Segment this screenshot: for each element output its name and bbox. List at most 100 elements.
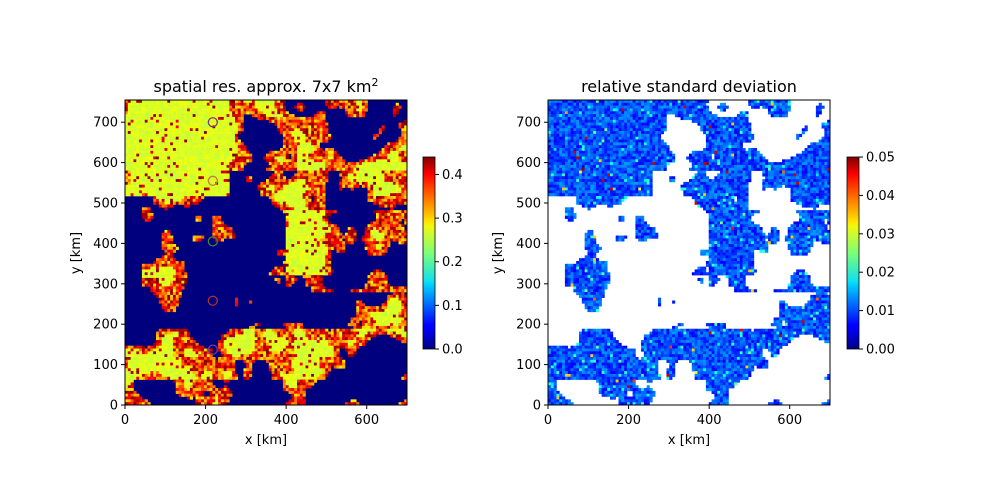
left-heatmap-cell [392,156,397,160]
left-heatmap-cell [175,170,179,174]
left-heatmap-cell [353,323,357,327]
left-heatmap-cell [285,263,289,267]
left-heatmap-cell [212,215,216,219]
left-heatmap-cell [401,136,405,140]
left-heatmap-cell [347,354,351,358]
left-heatmap-cell [285,277,289,282]
left-heatmap-cell [167,125,171,129]
left-heatmap-cell [172,105,177,109]
left-heatmap-cell [209,179,213,183]
left-heatmap-cell [209,159,213,163]
left-heatmap-cell [158,108,162,112]
left-heatmap-cell [181,122,185,126]
left-heatmap-cell [147,125,151,129]
left-heatmap-cell [336,167,340,171]
left-heatmap-cell [342,162,346,166]
left-heatmap-cell [322,359,326,363]
left-heatmap-cell [378,229,382,234]
left-heatmap-cell [172,193,177,197]
left-heatmap-cell [373,173,377,177]
left-heatmap-cell [266,190,270,194]
left-heatmap-cell [325,122,329,126]
left-heatmap-cell [192,342,196,346]
left-heatmap-cell [311,286,315,290]
left-heatmap-cell [282,204,287,208]
left-heatmap-cell [401,187,405,191]
left-heatmap-cell [291,210,295,214]
left-heatmap-cell [234,297,239,301]
left-heatmap-cell [141,345,146,349]
left-heatmap-cell [375,218,380,222]
left-heatmap-cell [319,187,323,191]
left-heatmap-cell [297,323,301,327]
left-heatmap-cell [189,198,193,202]
left-heatmap-cell [319,162,323,166]
left-heatmap-cell [234,340,239,344]
left-heatmap-cell [223,365,227,369]
left-heatmap-cell [167,150,171,154]
left-heatmap-cell [232,345,236,349]
left-heatmap-cell [277,356,281,361]
left-heatmap-cell [251,354,256,358]
left-heatmap-cell [141,354,146,358]
left-heatmap-cell [322,153,326,157]
left-heatmap-cell [232,108,236,112]
left-heatmap-cell [305,334,309,338]
left-heatmap-cell [220,153,224,157]
left-heatmap-cell [172,198,177,202]
left-heatmap-cell [147,218,151,222]
left-heatmap-cell [395,181,399,186]
left-heatmap-cell [350,184,354,188]
left-heatmap-cell [277,181,281,186]
left-heatmap-cell [147,354,151,358]
left-heatmap-cell [271,354,275,358]
left-heatmap-cell [170,297,174,301]
left-heatmap-cell [223,359,227,363]
left-heatmap-cell [316,207,320,211]
left-heatmap-cell [353,331,357,335]
left-heatmap-cell [170,331,174,335]
left-heatmap-cell [212,221,216,225]
left-heatmap-cell [299,356,303,361]
left-heatmap-cell [212,108,216,112]
left-heatmap-cell [251,108,256,112]
left-heatmap-cell [170,136,174,140]
left-heatmap-cell [246,359,250,363]
left-heatmap-cell [257,334,261,338]
left-heatmap-cell [325,173,329,177]
left-heatmap-cell [401,164,405,169]
left-heatmap-cell [144,114,148,118]
left-heatmap-cell [285,221,289,225]
left-heatmap-cell [192,173,196,177]
left-heatmap-cell [370,252,374,256]
left-heatmap-cell [401,170,405,174]
left-heatmap-cell [282,362,287,366]
left-heatmap-cell [229,139,233,143]
left-heatmap-cell [164,348,168,352]
left-heatmap-cell [150,184,154,188]
left-heatmap-cell [249,359,253,363]
left-heatmap-cell [147,105,151,109]
left-heatmap-cell [170,150,174,154]
left-heatmap-cell [361,311,365,315]
left-heatmap-cell [158,128,162,132]
left-heatmap-cell [209,133,213,138]
left-heatmap-cell [370,179,374,183]
left-heatmap-cell [181,348,185,352]
left-heatmap-cell [156,283,160,287]
left-heatmap-cell [209,128,213,132]
left-heatmap-cell [280,362,284,366]
left-heatmap-cell [139,142,143,146]
left-heatmap-cell [144,119,148,123]
left-heatmap-cell [139,108,143,112]
left-heatmap-cell [285,212,289,217]
left-heatmap-cell [220,102,224,106]
left-heatmap-cell [328,238,332,242]
left-heatmap-cell [373,238,377,242]
left-heatmap-cell [277,184,281,188]
left-heatmap-cell [319,289,323,293]
left-heatmap-cell [178,201,182,205]
left-heatmap-cell [384,244,388,248]
left-heatmap-cell [125,167,129,171]
left-heatmap-cell [333,348,337,352]
